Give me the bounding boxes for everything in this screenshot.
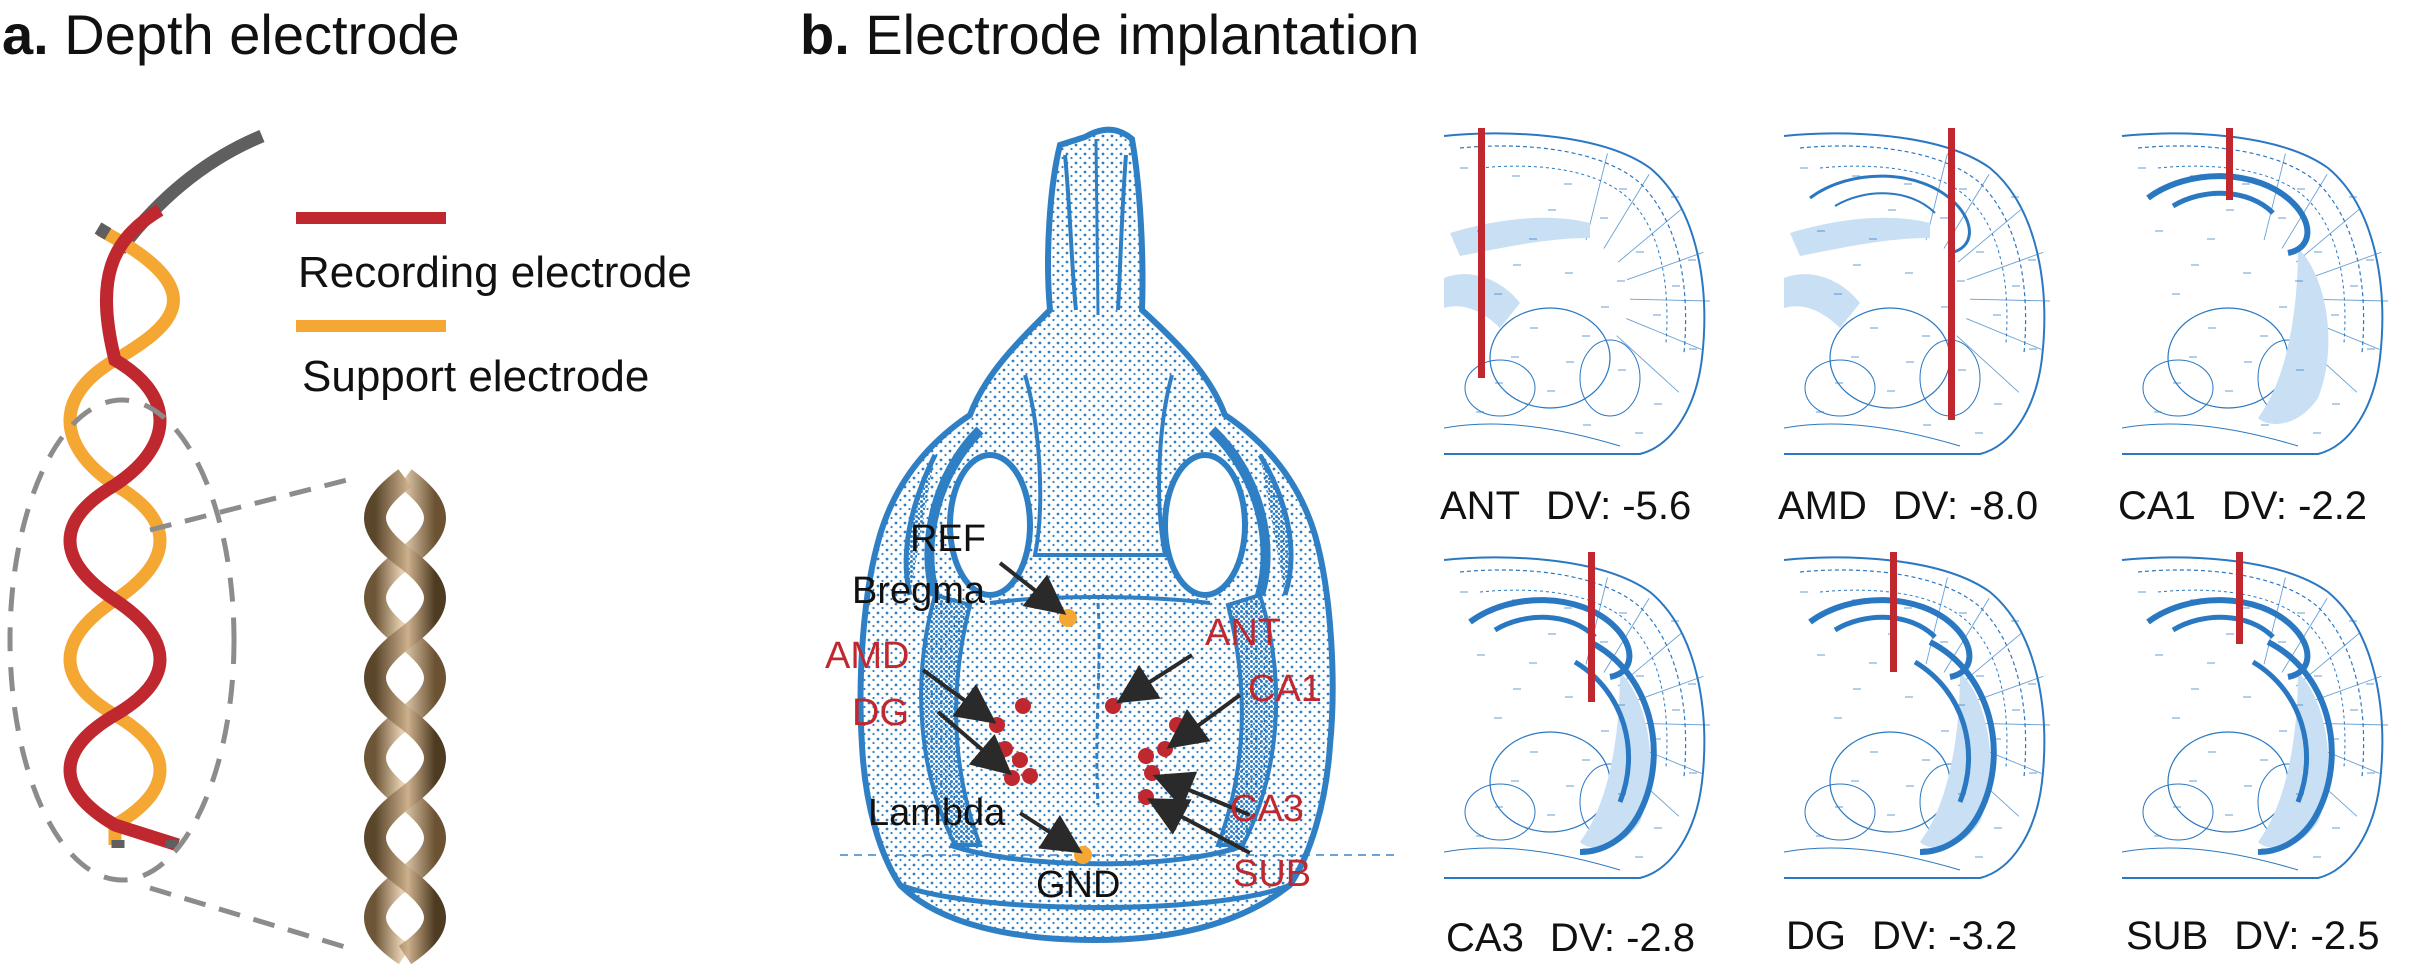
electrode-site (1015, 698, 1031, 714)
probe-track (2236, 552, 2243, 644)
sub-label: SUB (1233, 853, 1312, 895)
support-electrode-wire (63, 224, 180, 845)
slice-caption-amd: AMD DV: -8.0 (1778, 484, 2039, 528)
amd-arrow (921, 668, 997, 724)
legend-support-label: Support electrode (302, 352, 650, 401)
ca1-label: CA1 (1248, 668, 1322, 710)
atlas-slice-sub (2121, 552, 2388, 879)
gnd-label: GND (1036, 864, 1121, 906)
electrode-site (997, 741, 1013, 757)
depth-electrode-diagram (7, 129, 446, 965)
ca1-arrow (1166, 693, 1242, 749)
magnify-ellipse (7, 397, 237, 883)
legend-recording-label: Recording electrode (298, 248, 692, 297)
electrode-site (1169, 717, 1185, 733)
atlas-slice-dg (1783, 552, 2050, 879)
magnify-guide-top (149, 475, 356, 533)
ca1-site (1157, 741, 1173, 757)
amd-site (989, 717, 1005, 733)
ant-label: ANT (1205, 612, 1281, 654)
atlas-slice-amd (1783, 128, 2050, 455)
probe-track (1588, 552, 1595, 702)
ref-label: REF (910, 518, 986, 560)
ant-site (1105, 698, 1121, 714)
recording-electrode-wire (63, 204, 180, 852)
panel-a-title: a. Depth electrode (2, 3, 460, 66)
dg-label: DG (852, 692, 909, 734)
ca3-site (1144, 765, 1160, 781)
atlas-slice-ca3 (1443, 552, 1710, 879)
slice-caption-ca3: CA3 DV: -2.8 (1446, 916, 1696, 960)
probe-track (1890, 552, 1897, 672)
bregma-label: Bregma (852, 570, 986, 612)
slice-caption-ca1: CA1 DV: -2.2 (2118, 484, 2368, 528)
lead-wire (114, 129, 265, 254)
ca3-arrow (1152, 771, 1251, 817)
electrode-site (1012, 752, 1028, 768)
twisted-wire-photo (364, 469, 446, 965)
slice-caption-dg: DG DV: -3.2 (1786, 914, 2018, 958)
probe-track (1478, 128, 1485, 378)
amd-label: AMD (825, 635, 910, 677)
dg-arrow (936, 710, 1013, 776)
magnify-guide-bottom (149, 885, 356, 953)
ant-arrow (1116, 653, 1194, 704)
electrode-site (1022, 768, 1038, 784)
panel-b-title: b. Electrode implantation (800, 3, 1420, 66)
lambda-arrow (1018, 811, 1083, 854)
lambda-label: Lambda (868, 792, 1006, 834)
ref-arrow (998, 561, 1067, 615)
gnd-marker (1074, 846, 1092, 864)
slice-caption-sub: SUB DV: -2.5 (2126, 914, 2380, 958)
dg-site (1004, 770, 1020, 786)
probe-track (1948, 128, 1955, 420)
ca3-label: CA3 (1230, 788, 1304, 830)
ref-marker (1059, 609, 1077, 627)
sub-arrow (1146, 798, 1251, 855)
atlas-slice-ca1 (2121, 128, 2388, 455)
implant-sites-overlay (921, 561, 1251, 864)
electrode-site (1138, 748, 1154, 764)
probe-track (2226, 128, 2233, 200)
slice-caption-ant: ANT DV: -5.6 (1440, 484, 1692, 528)
support-tip-top (94, 222, 112, 240)
atlas-slice-ant (1443, 128, 1710, 455)
sub-site (1138, 789, 1154, 805)
